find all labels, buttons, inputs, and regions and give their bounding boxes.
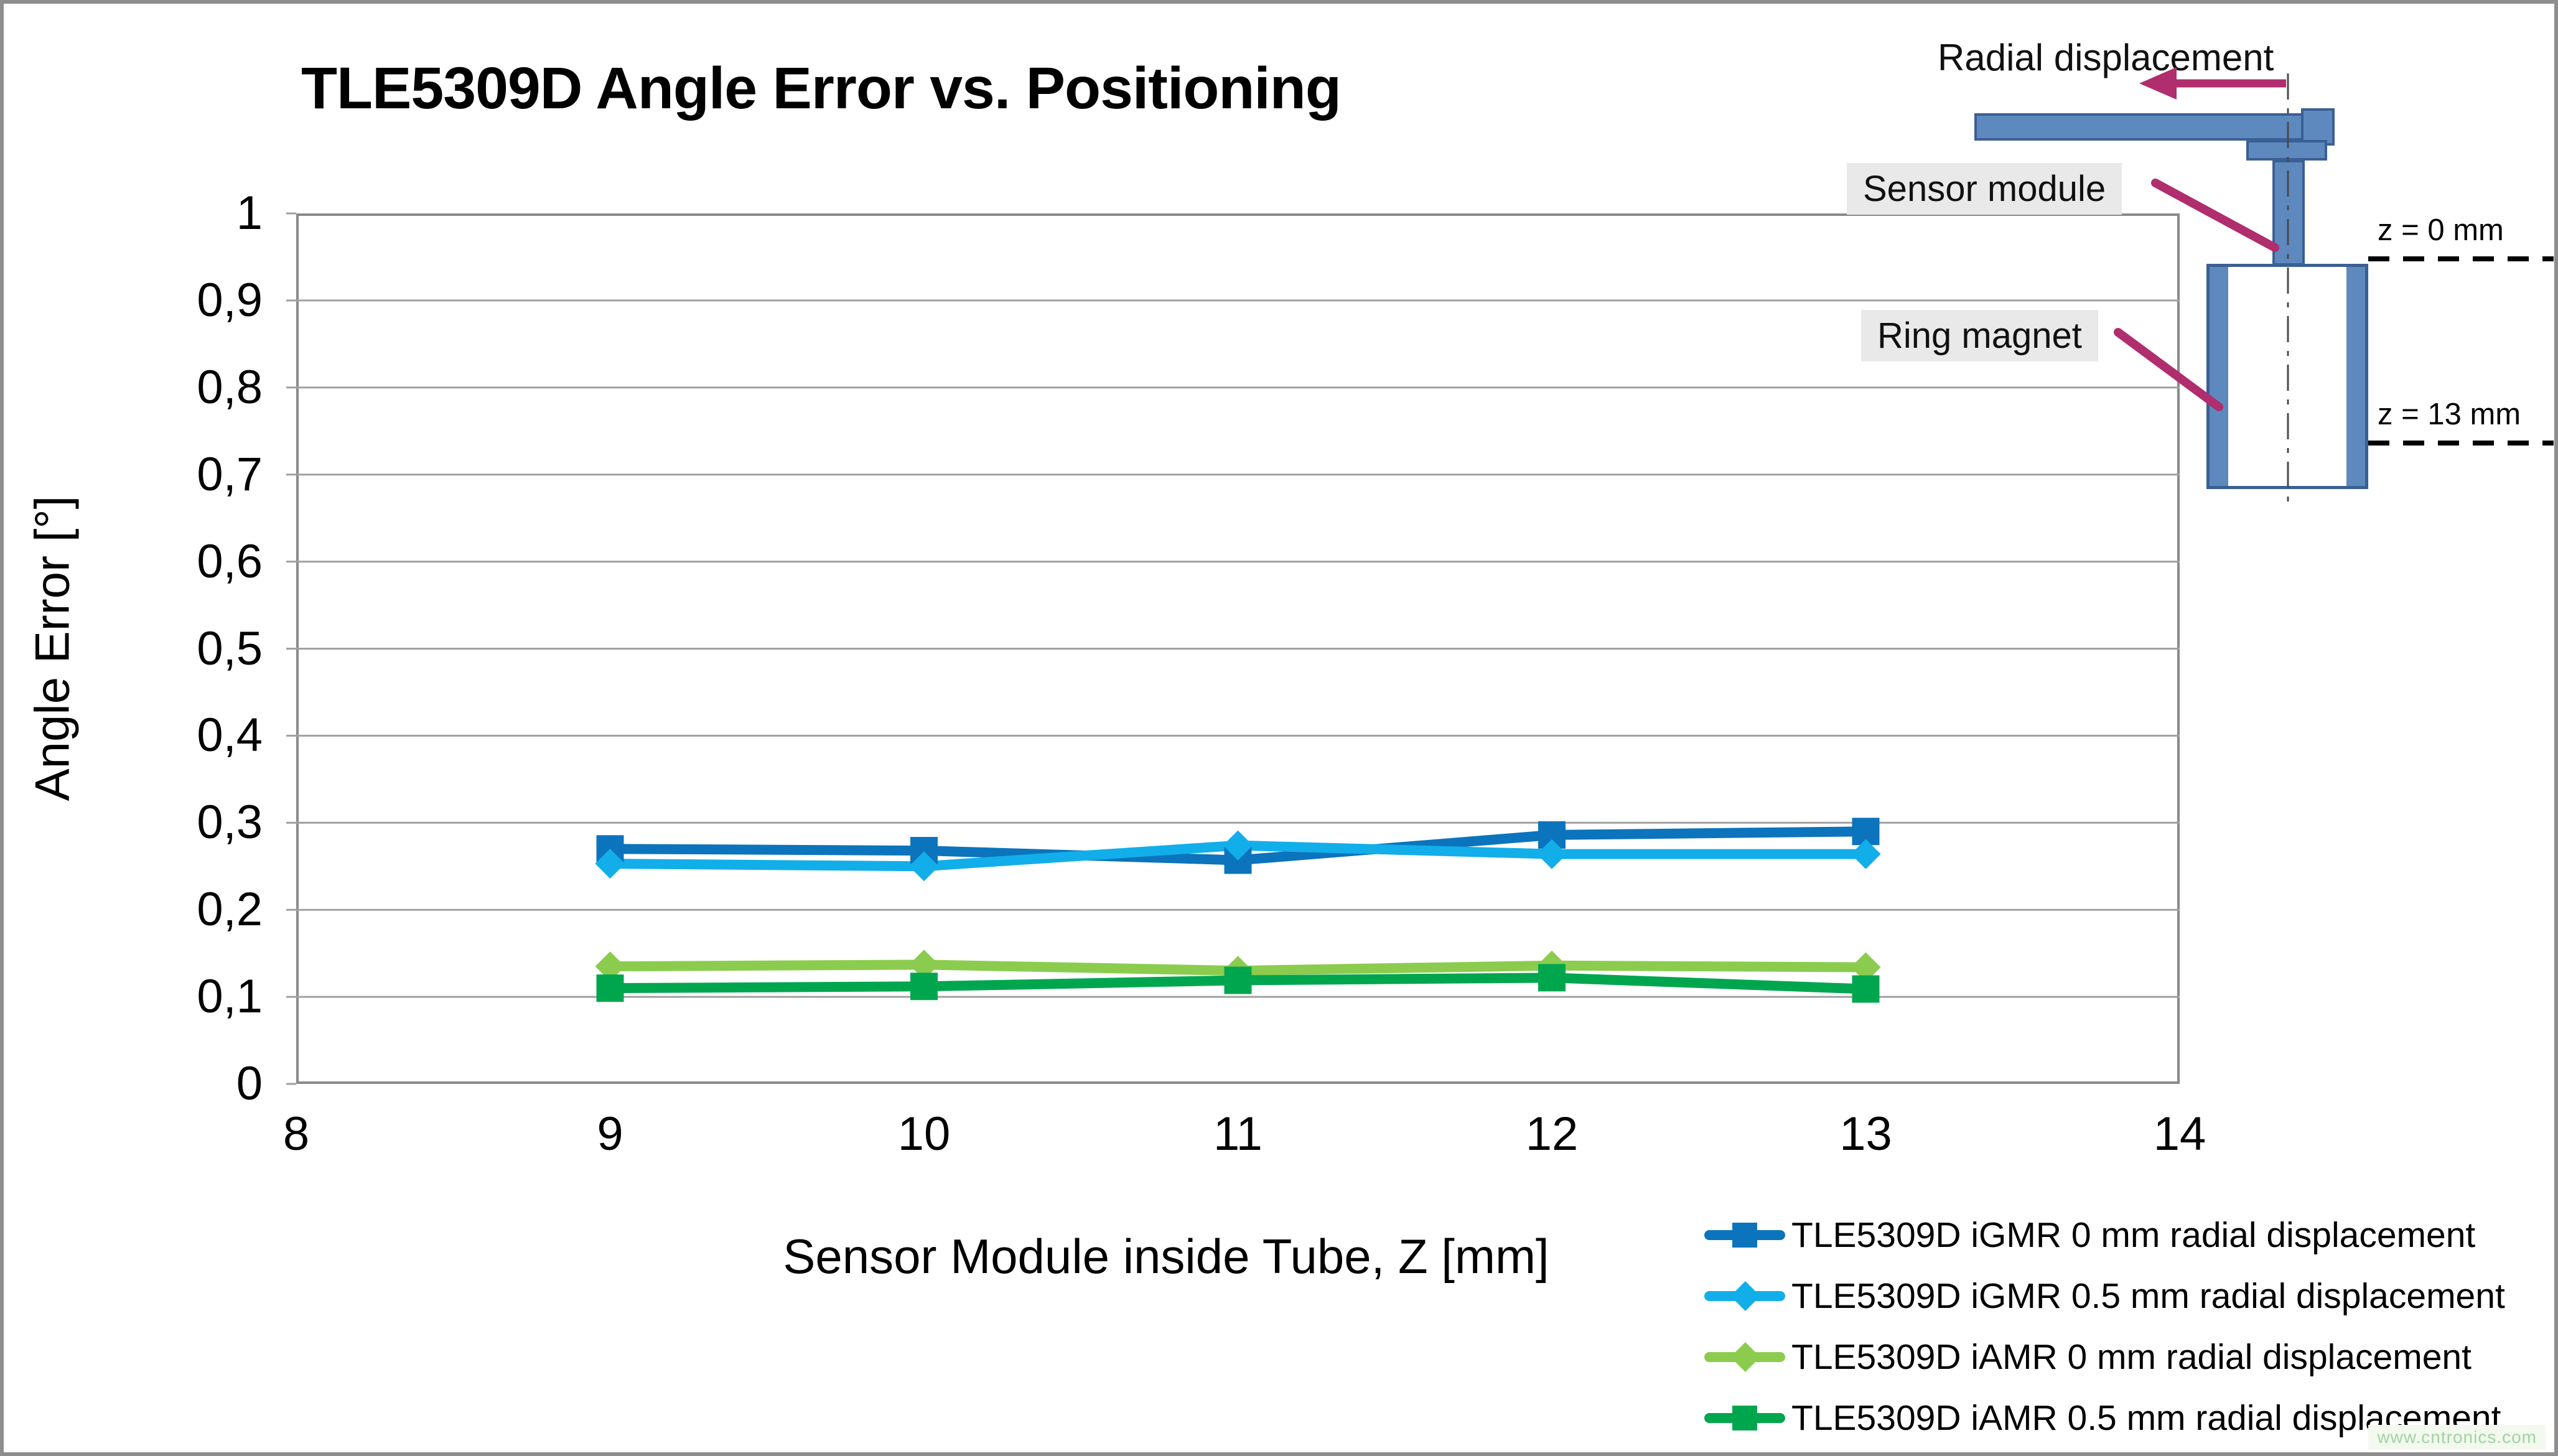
diagram-ring-magnet — [2206, 264, 2368, 489]
magnet-left-wall — [2210, 267, 2228, 486]
chart-series-svg — [286, 212, 2180, 1085]
y-tick-label: 0,7 — [197, 447, 263, 501]
chart-legend: TLE5309D iGMR 0 mm radial displacement TL… — [1704, 1205, 2505, 1449]
legend-item: TLE5309D iGMR 0.5 mm radial displacement — [1704, 1266, 2505, 1327]
y-tick-label: 0,8 — [197, 360, 263, 414]
y-tick-label: 0,3 — [197, 796, 263, 849]
y-tick-label: 0,2 — [197, 883, 263, 936]
x-tick-label: 10 — [897, 1108, 951, 1160]
y-tick-label: 0,5 — [197, 622, 263, 675]
y-tick-label: 0 — [236, 1057, 263, 1110]
legend-swatch-diamond-icon — [1704, 1277, 1785, 1315]
x-tick-label: 11 — [1213, 1108, 1263, 1160]
sensor-module-label: Sensor module — [1847, 163, 2122, 215]
legend-label: TLE5309D iGMR 0.5 mm radial displacement — [1791, 1276, 2505, 1316]
legend-label: TLE5309D iGMR 0 mm radial displacement — [1791, 1215, 2476, 1255]
y-tick-label: 0,4 — [197, 709, 263, 762]
legend-swatch-square-icon — [1704, 1216, 1785, 1254]
y-tick-label: 0,9 — [197, 273, 263, 327]
diagram-arm-bar — [1974, 113, 2333, 141]
z-thirteen-label: z = 13 mm — [2378, 398, 2521, 431]
legend-swatch-square-icon — [1704, 1399, 1785, 1437]
magnet-right-wall — [2346, 267, 2365, 486]
watermark: www.cntronics.com — [2368, 1425, 2546, 1450]
x-tick-label: 13 — [1839, 1108, 1892, 1160]
x-axis-title: Sensor Module inside Tube, Z [mm] — [783, 1229, 1549, 1284]
legend-marker-square — [1732, 1223, 1757, 1248]
x-tick-label: 12 — [1525, 1108, 1579, 1160]
y-tick-label: 0,6 — [197, 534, 263, 588]
legend-item: TLE5309D iAMR 0 mm radial displacement — [1704, 1327, 2505, 1388]
chart-title: TLE5309D Angle Error vs. Positioning — [301, 55, 1342, 121]
x-tick-label: 8 — [282, 1108, 310, 1160]
legend-marker-diamond — [1730, 1342, 1761, 1373]
radial-displacement-label: Radial displacement — [1938, 37, 2274, 78]
legend-item: TLE5309D iAMR 0.5 mm radial displacement — [1704, 1388, 2505, 1449]
x-tick-label: 14 — [2153, 1108, 2206, 1160]
diagram-collar — [2246, 140, 2327, 161]
legend-marker-square — [1732, 1406, 1757, 1430]
diagram-arm-endcap — [2301, 108, 2335, 146]
legend-swatch-diamond-icon — [1704, 1338, 1785, 1376]
y-tick-label: 0,1 — [197, 970, 263, 1024]
legend-label: TLE5309D iAMR 0 mm radial displacement — [1791, 1337, 2472, 1377]
legend-marker-diamond — [1730, 1281, 1761, 1312]
x-tick-label: 9 — [597, 1108, 623, 1160]
ring-magnet-label: Ring magnet — [1861, 310, 2098, 362]
legend-item: TLE5309D iGMR 0 mm radial displacement — [1704, 1205, 2505, 1266]
z-zero-label: z = 0 mm — [2378, 213, 2504, 247]
y-tick-label: 1 — [236, 187, 263, 240]
diagram-sensor-rod — [2272, 160, 2305, 266]
